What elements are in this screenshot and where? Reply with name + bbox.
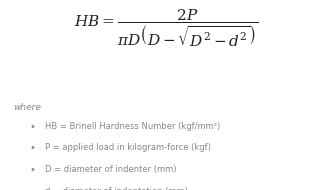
Text: D = diameter of indenter (mm): D = diameter of indenter (mm)	[45, 165, 176, 174]
Text: •: •	[29, 143, 35, 154]
Text: HB = Brinell Hardness Number (kgf/mm²): HB = Brinell Hardness Number (kgf/mm²)	[45, 122, 220, 131]
Text: d = diameter of indentation (mm): d = diameter of indentation (mm)	[45, 187, 188, 190]
Text: •: •	[29, 122, 35, 132]
Text: $HB = \dfrac{2P}{\pi D\left(D - \sqrt{D^2 - d^2}\right)}$: $HB = \dfrac{2P}{\pi D\left(D - \sqrt{D^…	[74, 8, 259, 49]
Text: •: •	[29, 187, 35, 190]
Text: P = applied load in kilogram-force (kgf): P = applied load in kilogram-force (kgf)	[45, 143, 211, 152]
Text: where: where	[13, 103, 41, 112]
Text: •: •	[29, 165, 35, 175]
